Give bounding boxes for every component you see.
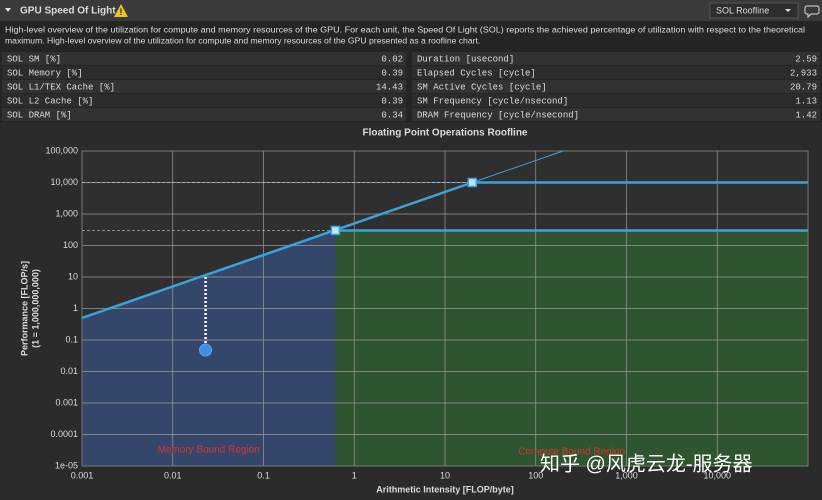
metric-value: 2,933	[790, 68, 817, 78]
y-tick-label: 10	[68, 271, 78, 281]
comment-icon[interactable]	[804, 5, 820, 19]
svg-text:!: !	[120, 7, 123, 17]
metric-name: SOL Memory [%]	[7, 68, 83, 78]
achieved-point	[199, 343, 213, 357]
collapse-icon[interactable]	[5, 8, 11, 12]
metric-row	[412, 108, 820, 121]
y-tick-label: 1e-05	[55, 460, 78, 470]
metric-row	[412, 66, 820, 79]
section-title: GPU Speed Of Light	[20, 6, 116, 17]
metric-row	[412, 80, 820, 93]
ridge-point	[467, 177, 478, 188]
x-tick-label: 10,000	[703, 470, 731, 480]
metric-value: 0.39	[381, 68, 403, 78]
dropdown-label: SOL Roofline	[716, 5, 769, 15]
dropdown-arrow	[785, 9, 791, 12]
y-tick-label: 0.1	[65, 334, 78, 344]
y-tick-label: 10,000	[50, 177, 78, 187]
metric-row	[2, 52, 406, 65]
x-tick-label: 10	[440, 470, 450, 480]
plot-frame	[81, 150, 809, 467]
section-header[interactable]	[0, 0, 822, 21]
metrics-table: SOL SM [%] 0.02 SOL Memory [%] 0.39 SOL L1/T…	[2, 52, 820, 121]
roofline	[81, 181, 473, 320]
warning-icon[interactable]: !	[114, 4, 128, 17]
compute-bound-region	[335, 230, 808, 466]
x-tick-label: 1,000	[615, 470, 638, 480]
ridge-point	[330, 225, 341, 236]
metric-name: SOL L2 Cache [%]	[7, 96, 93, 106]
roofline-chart: Floating Point Operations Roofline 0.001 0…	[19, 128, 809, 494]
metric-row	[2, 94, 406, 107]
description-line: maximum. High-level overview of the util…	[5, 35, 480, 45]
metric-name: Duration [usecond]	[417, 54, 514, 64]
x-tick-label: 0.01	[164, 470, 182, 480]
chart-title: Floating Point Operations Roofline	[363, 128, 528, 139]
y-axis-label: (1 = 1,000,000,000)	[30, 269, 40, 348]
metric-row	[2, 80, 406, 93]
metric-value: 0.39	[381, 96, 403, 106]
roofline	[472, 150, 564, 183]
y-axis-label: Performance [FLOP/s]	[19, 261, 29, 356]
region-label: Memory Bound Region	[158, 445, 260, 456]
x-axis-label: Arithmetic Intensity [FLOP/byte]	[376, 484, 514, 494]
y-tick-label: 100,000	[45, 145, 78, 155]
x-tick-label: 0.1	[257, 470, 270, 480]
metric-name: SOL SM [%]	[7, 54, 61, 64]
metric-row	[412, 52, 820, 65]
x-tick-label: 1	[352, 470, 357, 480]
y-tick-label: 1,000	[55, 208, 78, 218]
y-tick-label: 0.001	[55, 397, 78, 407]
region-label: Compute Bound Region	[518, 447, 625, 458]
metric-value: 0.34	[381, 110, 403, 120]
metric-name: SM Frequency [cycle/nsecond]	[417, 96, 568, 106]
metric-value: 20.79	[790, 82, 817, 92]
metric-value: 1.42	[795, 110, 817, 120]
metric-value: 2.59	[795, 54, 817, 64]
metric-name: Elapsed Cycles [cycle]	[417, 68, 536, 78]
metric-value: 14.43	[376, 82, 403, 92]
watermark: 知乎 @风虎云龙-服务器	[540, 452, 753, 475]
metric-value: 0.02	[381, 54, 403, 64]
y-tick-label: 0.0001	[50, 429, 78, 439]
description-line: High-level overview of the utilization f…	[5, 24, 805, 34]
metric-row	[2, 108, 406, 121]
metric-name: SM Active Cycles [cycle]	[417, 82, 547, 92]
y-tick-label: 100	[63, 240, 78, 250]
y-tick-label: 1	[73, 303, 78, 313]
x-tick-label: 100	[528, 470, 543, 480]
dropdown[interactable]	[709, 2, 799, 19]
metric-row	[412, 94, 820, 107]
y-tick-label: 0.01	[60, 366, 78, 376]
metric-row	[2, 66, 406, 79]
metric-name: SOL DRAM [%]	[7, 110, 72, 120]
metric-value: 1.13	[795, 96, 817, 106]
metric-name: DRAM Frequency [cycle/nsecond]	[417, 110, 579, 120]
x-tick-label: 0.001	[71, 470, 94, 480]
metric-name: SOL L1/TEX Cache [%]	[7, 82, 115, 92]
